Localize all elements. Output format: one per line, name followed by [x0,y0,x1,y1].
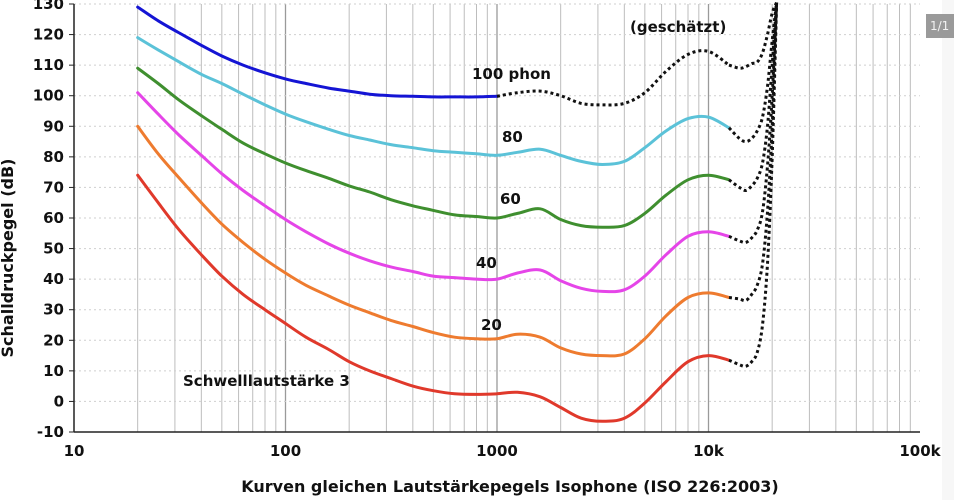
y-tick-label: 80 [43,148,64,166]
series-line [136,173,731,423]
grid [74,3,920,433]
page-indicator: 1/1 [926,14,954,38]
y-tick-label: 40 [43,270,64,288]
series-label-20: 20 [481,316,502,334]
estimated-extension-line [727,2,779,144]
estimated-extension-line [728,2,779,245]
y-tick-label: 30 [43,301,64,319]
series-label-40: 40 [476,254,497,272]
y-tick-label: 110 [33,56,64,74]
viewer-scrollbar-track[interactable] [942,0,954,500]
x-axis-title: Kurven gleichen Lautstärkepegels Isophon… [241,477,778,496]
x-tick-label: 1000 [476,442,518,460]
y-tick-label: 20 [43,331,64,349]
series-line [136,124,731,358]
y-tick-label: 100 [33,87,64,105]
x-tick-label: 100 [270,442,301,460]
estimated-extension-line [728,2,779,368]
y-tick-label: 90 [43,117,64,135]
estimated-extensions [727,1,779,368]
y-tick-label: 130 [33,0,64,13]
y-tick-label: 10 [43,362,64,380]
series-line [136,5,499,99]
estimated-extension-line [728,1,778,70]
series-label-threshold: Schwelllautstärke 3 [183,372,350,390]
estimated-extension-line [728,2,779,303]
series-lines [136,5,731,423]
y-tick-label: -10 [37,423,64,441]
series-label-60: 60 [500,190,521,208]
series-line [136,91,731,294]
series-line-estimated [496,49,730,107]
y-tick-label: 70 [43,178,64,196]
estimated-extension-line [728,2,779,193]
series-line [136,66,731,229]
series-label-100: 100 phon [472,65,551,83]
tick-labels: -10 0 10 20 30 40 50 60 70 80 90 100 110 120 130 10 100 1… [33,0,942,460]
y-tick-label: 50 [43,240,64,258]
series-line [136,36,731,166]
y-tick-label: 60 [43,209,64,227]
axes [69,3,920,433]
x-tick-label: 10 [64,442,85,460]
x-tick-label: 10k [693,442,725,460]
x-tick-label: 100k [899,442,941,460]
y-tick-label: 120 [33,26,64,44]
series-label-80: 80 [502,128,523,146]
y-axis-title: Schalldruckpegel (dB) [0,159,17,358]
y-tick-label: 0 [54,392,64,410]
annotation-estimated: (geschätzt) [630,18,726,36]
